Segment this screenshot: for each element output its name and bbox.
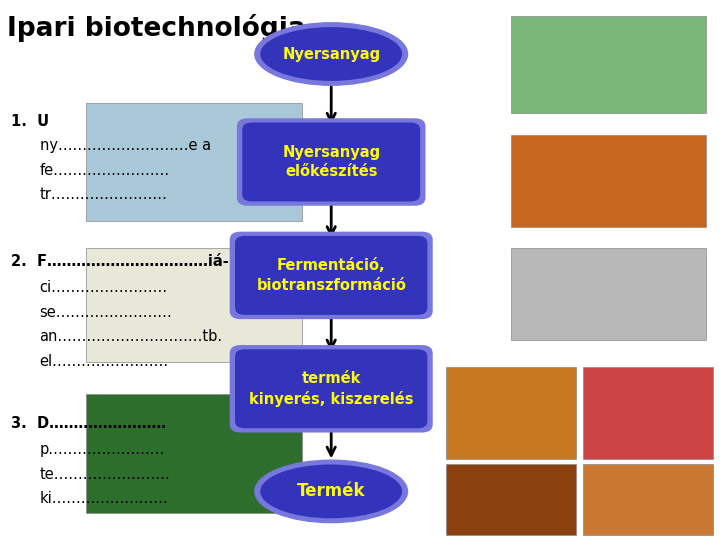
FancyBboxPatch shape <box>234 235 428 316</box>
FancyBboxPatch shape <box>86 248 302 362</box>
Text: Nyersanyag: Nyersanyag <box>282 46 380 62</box>
FancyBboxPatch shape <box>86 394 302 513</box>
FancyBboxPatch shape <box>511 16 706 113</box>
Text: 3.  D……………………: 3. D…………………… <box>11 416 166 431</box>
Text: Ipari biotechnológia: Ipari biotechnológia <box>7 14 306 42</box>
Text: tr……………………: tr…………………… <box>40 187 168 202</box>
Text: ci……………………: ci…………………… <box>40 280 168 295</box>
Ellipse shape <box>255 460 408 523</box>
Text: termék
kinyerés, kiszerelés: termék kinyerés, kiszerelés <box>249 370 413 407</box>
FancyBboxPatch shape <box>230 232 433 319</box>
Ellipse shape <box>259 463 403 519</box>
Ellipse shape <box>255 23 408 85</box>
FancyBboxPatch shape <box>583 464 713 535</box>
FancyBboxPatch shape <box>511 135 706 227</box>
Text: 2.  F……………………………iá-: 2. F……………………………iá- <box>11 254 228 269</box>
Text: fe……………………: fe…………………… <box>40 163 170 178</box>
Text: 1.  U: 1. U <box>11 114 49 129</box>
Text: p……………………: p…………………… <box>40 442 165 457</box>
FancyBboxPatch shape <box>241 122 421 202</box>
Text: Nyersanyag
előkészítés: Nyersanyag előkészítés <box>282 145 380 179</box>
Text: an…………………………tb.: an…………………………tb. <box>40 329 222 345</box>
Text: ki……………………: ki…………………… <box>40 491 168 507</box>
FancyBboxPatch shape <box>237 118 426 206</box>
Text: ny………………………e a: ny………………………e a <box>40 138 211 153</box>
Text: el……………………: el…………………… <box>40 354 168 369</box>
FancyBboxPatch shape <box>230 345 433 433</box>
Text: Fermentáció,
biotranszformáció: Fermentáció, biotranszformáció <box>256 258 406 293</box>
Text: Termék: Termék <box>297 482 366 501</box>
Text: te……………………: te…………………… <box>40 467 171 482</box>
FancyBboxPatch shape <box>511 248 706 340</box>
FancyBboxPatch shape <box>446 464 576 535</box>
Text: se……………………: se…………………… <box>40 305 172 320</box>
FancyBboxPatch shape <box>583 367 713 459</box>
FancyBboxPatch shape <box>234 348 428 429</box>
FancyBboxPatch shape <box>86 103 302 221</box>
Ellipse shape <box>259 26 403 82</box>
FancyBboxPatch shape <box>446 367 576 459</box>
